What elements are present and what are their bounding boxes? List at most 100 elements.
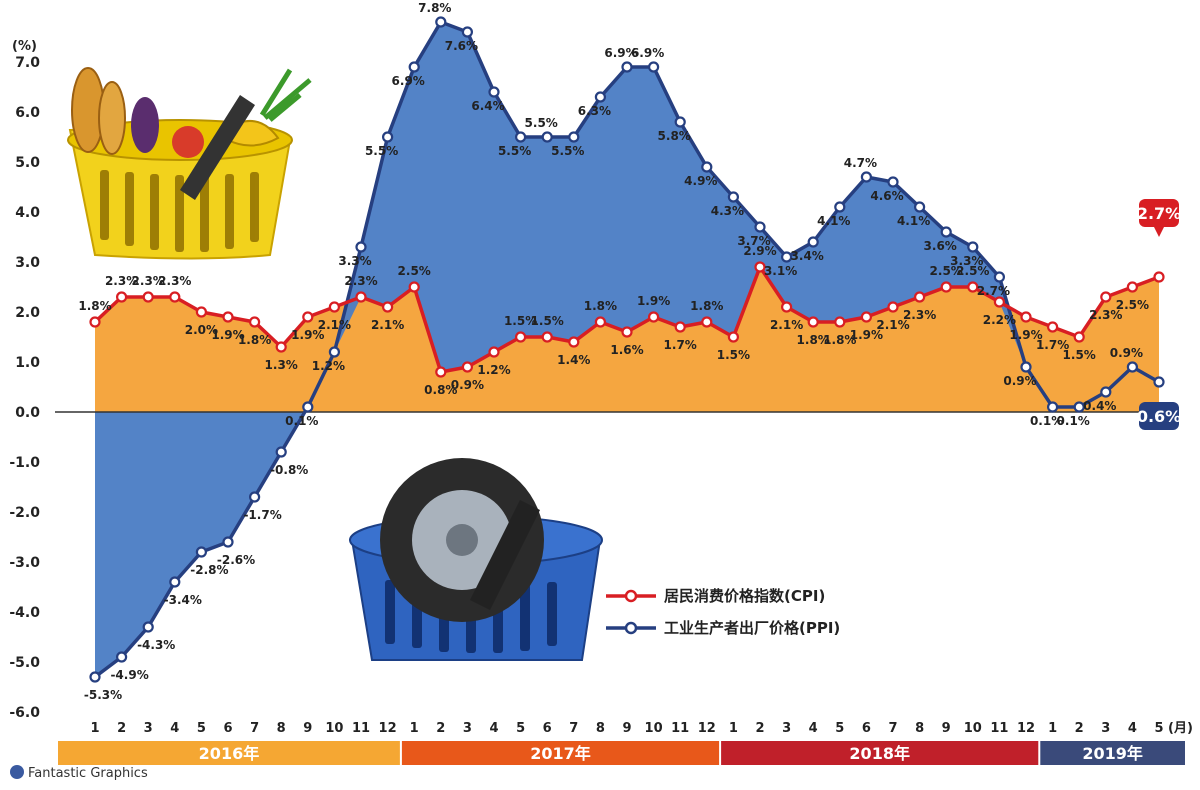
ppi-point [754,221,766,233]
cpi-point [993,296,1006,308]
ppi-data-label: 5.5% [365,144,398,158]
year-band [401,741,720,765]
ppi-data-label: 5.5% [498,144,531,158]
cpi-point [780,301,793,313]
x-tick-label: 8 [277,721,286,736]
cpi-point [275,341,287,353]
year-label: 2017年 [530,744,591,763]
ppi-data-label: -0.8% [270,463,308,477]
year-bands: 2016年 2017年 2018年 2019年 [58,741,1185,765]
ppi-data-labels: -5.3% -4.9% -4.3% -3.4% -2.8%-2.6% -1.7% -0.8%… [84,1,1143,702]
cpi-point [222,311,234,323]
ppi-point [115,651,128,663]
x-tick-label: 12 [379,721,397,736]
y-axis: 7.0 6.0 5.0 4.0 3.0 2.0 1.0 0.0 -1.0 -2.0 -3.0 -4.0… [9,39,40,721]
x-tick-label: 5 [197,721,206,736]
ppi-data-label: 5.5% [551,144,584,158]
x-tick-label: 7 [888,721,897,736]
ppi-point [142,621,154,633]
y-tick-label: 3.0 [15,255,40,271]
cpi-data-label: 1.7% [1036,338,1069,352]
ppi-point [89,671,101,683]
cpi-data-label: 2.5% [1116,298,1149,312]
cpi-data-label: 1.8% [797,333,830,347]
ppi-point [328,346,340,358]
cpi-point [408,281,420,293]
cpi-data-label: 2.3% [132,274,165,288]
ppi-point [621,61,633,73]
x-tick-label: 7 [569,721,578,736]
y-tick-label: 5.0 [15,155,40,171]
ppi-point [1100,386,1112,398]
ppi-data-label: 3.3% [950,254,983,268]
cpi-data-label: 2.1% [318,318,351,332]
legend-cpi-label: 居民消费价格指数(CPI) [664,587,825,605]
cpi-point [1126,281,1139,293]
cpi-point [169,291,181,303]
ppi-point [674,116,686,128]
cpi-point [1073,331,1085,343]
credit-text: Fantastic Graphics [28,766,148,781]
ppi-data-label: -5.3% [84,688,122,702]
ppi-data-label: -2.8% [190,563,228,577]
y-tick-label: -6.0 [9,705,40,721]
ppi-data-label: 3.1% [764,264,797,278]
ppi-point [860,171,873,183]
x-tick-label: 7 [250,721,259,736]
x-tick-label: 9 [942,721,951,736]
ppi-data-label: -1.7% [243,508,281,522]
year-band [58,741,400,765]
cpi-point [701,316,713,328]
cpi-point [89,316,101,328]
callouts: 2.7% 0.6% [1137,199,1181,430]
cpi-data-label: 1.5% [504,314,537,328]
cpi-data-label: 1.5% [531,314,564,328]
ppi-point [169,576,181,588]
cpi-data-label: 2.1% [876,318,909,332]
cpi-point [674,321,686,333]
cpi-data-label: 2.0% [185,323,218,337]
x-tick-label: 2 [755,721,764,736]
cpi-data-label: 2.1% [770,318,803,332]
ppi-data-label: -4.3% [137,638,175,652]
ppi-point [940,226,952,238]
ppi-data-label: 6.4% [471,99,504,113]
cpi-data-label: 2.5% [398,264,431,278]
ppi-data-label: 4.7% [844,156,877,170]
cpi-data-label: 1.6% [610,343,643,357]
x-tick-label: 5 [835,721,844,736]
cpi-data-label: 1.9% [211,328,244,342]
cpi-data-label: 1.9% [291,328,324,342]
ppi-point [1020,361,1032,373]
x-tick-label: 11 [352,721,370,736]
x-tick-label: 2 [117,721,126,736]
ppi-data-label: 0.1% [1057,414,1090,428]
cpi-point [754,261,766,273]
x-tick-label: 11 [671,721,689,736]
x-tick-label: 6 [223,721,232,736]
cpi-data-label: 2.3% [903,308,936,322]
ppi-point [727,191,740,203]
x-tick-label: 10 [325,721,343,736]
ppi-data-label: -3.4% [164,593,202,607]
ppi-data-label: 0.1% [1030,414,1063,428]
ppi-data-label: 4.9% [684,174,717,188]
x-tick-label: 2 [1075,721,1084,736]
cpi-data-label: 1.9% [637,294,670,308]
ppi-data-label: 6.9% [604,46,637,60]
cpi-point [621,326,633,338]
cpi-data-label: 1.8% [823,333,856,347]
ppi-point [461,26,473,38]
cpi-point [647,311,660,323]
x-tick-label: 10 [964,721,982,736]
ppi-point [302,401,314,413]
y-tick-label: 7.0 [15,55,40,71]
y-tick-label: -3.0 [9,555,40,571]
x-axis: 1 2 3 4 5 6 7 8 9 10 11 12 1 2 3 4 5 6 7 8 9 10 11 12 1 2 3 4 5 6 7 8 9 1… [90,721,1192,736]
y-tick-label: 1.0 [15,355,40,371]
cpi-point [940,281,952,293]
legend-ppi-label: 工业生产者出厂价格(PPI) [664,619,840,637]
x-tick-label: 1 [729,721,738,736]
cpi-data-label: 1.9% [850,328,883,342]
cpi-data-label: 2.3% [158,274,191,288]
